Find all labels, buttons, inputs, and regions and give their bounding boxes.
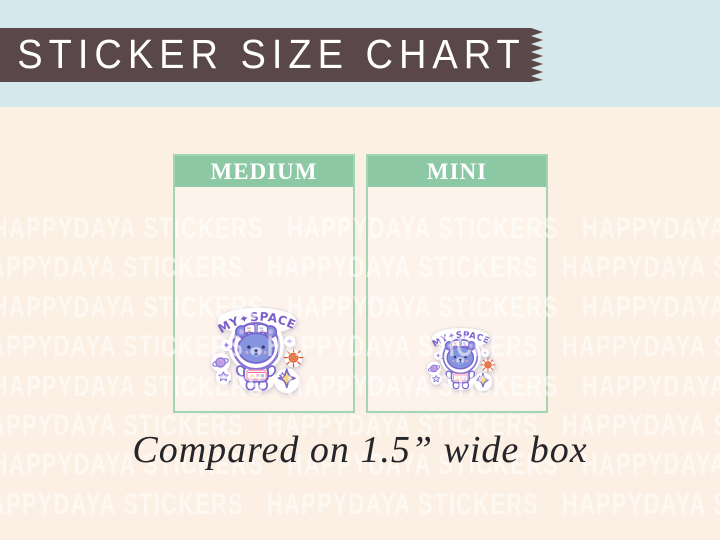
title-banner: STICKER SIZE CHART (0, 28, 543, 82)
watermark-row: HAPPYDAYA STICKERS HAPPYDAYA STICKERS HA… (0, 330, 720, 364)
medium-bear-sticker (204, 301, 310, 397)
size-box-medium: MEDIUM (173, 154, 355, 413)
watermark-layer: HAPPYDAYA STICKERS HAPPYDAYA STICKERS HA… (0, 107, 720, 540)
size-box-mini: MINI (366, 154, 548, 413)
watermark-row: HAPPYDAYA STICKERS HAPPYDAYA STICKERS HA… (0, 369, 720, 403)
size-box-mini-label: MINI (426, 158, 488, 184)
watermark-row: HAPPYDAYA STICKERS HAPPYDAYA STICKERS HA… (0, 487, 720, 521)
watermark-row: HAPPYDAYA STICKERS HAPPYDAYA STICKERS HA… (0, 212, 720, 245)
mini-bear-sticker (422, 323, 500, 394)
comparison-caption: Compared on 1.5” wide box (132, 429, 588, 471)
size-box-mini-header: MINI (368, 156, 546, 187)
watermark-row: HAPPYDAYA STICKERS HAPPYDAYA STICKERS HA… (0, 251, 720, 285)
size-box-medium-header: MEDIUM (175, 156, 353, 187)
size-box-medium-label: MEDIUM (210, 158, 318, 184)
page-title: STICKER SIZE CHART (17, 31, 526, 78)
watermark-row: HAPPYDAYA STICKERS HAPPYDAYA STICKERS HA… (0, 290, 720, 324)
